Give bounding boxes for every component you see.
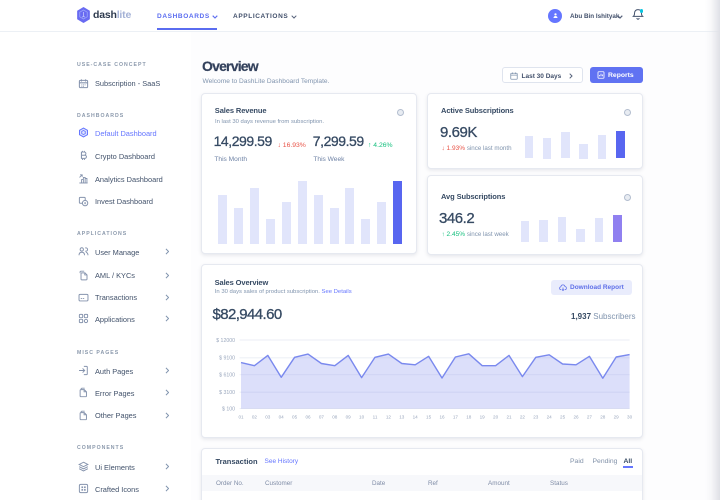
svg-text:11: 11 <box>373 415 378 420</box>
svg-text:09: 09 <box>346 415 352 420</box>
svg-text:27: 27 <box>587 415 593 420</box>
svg-text:30: 30 <box>627 415 633 420</box>
svg-text:04: 04 <box>279 415 285 420</box>
svg-text:13: 13 <box>399 415 405 420</box>
svg-text:26: 26 <box>573 415 579 420</box>
svg-text:16: 16 <box>439 415 445 420</box>
svg-text:17: 17 <box>453 415 459 420</box>
svg-text:24: 24 <box>547 415 553 420</box>
svg-text:06: 06 <box>305 415 311 420</box>
svg-text:21: 21 <box>506 415 512 420</box>
svg-text:$ 12000: $ 12000 <box>216 338 235 344</box>
svg-text:22: 22 <box>520 415 526 420</box>
svg-text:$ 3100: $ 3100 <box>219 390 235 396</box>
svg-text:$ 6100: $ 6100 <box>219 373 235 379</box>
svg-text:15: 15 <box>426 415 432 420</box>
svg-text:05: 05 <box>292 415 298 420</box>
svg-text:23: 23 <box>533 415 539 420</box>
svg-text:28: 28 <box>600 415 606 420</box>
svg-text:20: 20 <box>493 415 499 420</box>
svg-text:02: 02 <box>252 415 258 420</box>
svg-text:01: 01 <box>238 415 244 420</box>
svg-text:$ 9100: $ 9100 <box>219 356 235 362</box>
svg-text:25: 25 <box>560 415 566 420</box>
svg-text:07: 07 <box>319 415 325 420</box>
svg-text:$ 100: $ 100 <box>222 406 235 412</box>
svg-text:10: 10 <box>359 415 365 420</box>
svg-text:29: 29 <box>614 415 620 420</box>
svg-text:18: 18 <box>466 415 472 420</box>
svg-text:19: 19 <box>480 415 486 420</box>
svg-text:14: 14 <box>413 415 419 420</box>
svg-text:08: 08 <box>332 415 338 420</box>
svg-text:03: 03 <box>265 415 271 420</box>
svg-text:12: 12 <box>386 415 392 420</box>
